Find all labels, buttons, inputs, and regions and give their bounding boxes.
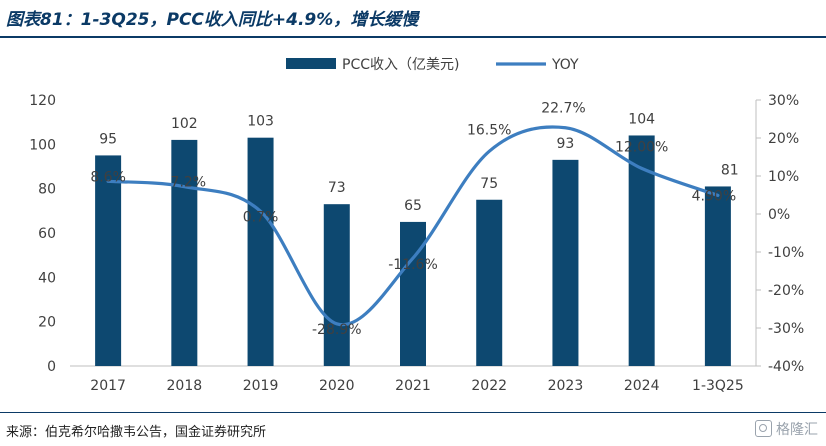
left-y-tick-label: 120 [29, 93, 56, 109]
bar-pcc-revenue [476, 199, 503, 366]
source-bar: 来源：伯克希尔哈撒韦公告，国金证券研究所 格隆汇 [0, 412, 826, 446]
legend-bar-swatch [286, 58, 336, 69]
legend-bar-label: PCC收入（亿美元) [342, 57, 459, 73]
bar-value-label: 65 [404, 198, 422, 214]
bar-pcc-revenue [704, 186, 731, 366]
yoy-value-label: 0.7% [243, 209, 279, 225]
right-y-tick-label: 0% [768, 207, 790, 223]
bar-pcc-revenue [323, 204, 350, 366]
yoy-value-label: 8.6% [90, 169, 126, 185]
yoy-line [106, 125, 720, 327]
bar-value-label: 103 [247, 114, 274, 130]
pcc-revenue-chart: 0 20 40 60 80 100 120 -40% -30% -20% -10% 0% 10% 20% 3… [29, 57, 804, 394]
bar-value-label: 73 [328, 180, 346, 196]
bar-pcc-revenue [247, 137, 274, 366]
right-y-tick-label: 20% [768, 131, 799, 147]
left-y-tick-label: 20 [38, 315, 56, 331]
left-y-tick-label: 80 [38, 182, 56, 198]
right-y-tick-label: -10% [768, 245, 804, 261]
source-note: 来源：伯克希尔哈撒韦公告，国金证券研究所 [6, 425, 267, 440]
x-tick-label: 2021 [395, 378, 431, 394]
x-tick-label: 2022 [471, 378, 507, 394]
bar-value-label: 95 [99, 131, 117, 147]
right-y-tick-label: -20% [768, 283, 804, 299]
x-tick-label: 1-3Q25 [692, 378, 744, 394]
watermark-text: 格隆汇 [776, 422, 818, 438]
bar-pcc-revenue [552, 159, 579, 366]
chart-title: 图表81：1-3Q25，PCC收入同比+4.9%，增长缓慢 [6, 10, 419, 30]
watermark: 格隆汇 [755, 419, 818, 439]
x-tick-label: 2023 [548, 378, 584, 394]
x-tick-label: 2020 [319, 378, 355, 394]
left-y-tick-label: 60 [38, 226, 56, 242]
x-tick-label: 2018 [167, 378, 203, 394]
title-bar: 图表81：1-3Q25，PCC收入同比+4.9%，增长缓慢 [0, 0, 826, 38]
chart-area: 0 20 40 60 80 100 120 -40% -30% -20% -10% 0% 10% 20% 3… [0, 40, 826, 410]
right-y-tick-label: 10% [768, 169, 799, 185]
x-tick-label: 2017 [90, 378, 126, 394]
yoy-value-label: 16.5% [467, 122, 511, 138]
left-y-tick-label: 100 [29, 137, 56, 153]
bar-pcc-revenue [628, 135, 655, 366]
bar-pcc-revenue [171, 139, 198, 366]
yoy-value-label: 4.90% [692, 188, 736, 204]
right-y-tick-label: 30% [768, 93, 799, 109]
bar-value-label: 102 [171, 116, 198, 132]
bar-value-label: 93 [557, 136, 575, 152]
left-y-tick-label: 0 [47, 359, 56, 375]
bar-value-label: 81 [721, 162, 739, 178]
yoy-value-label: 7.2% [171, 175, 207, 191]
bar-value-label: 104 [628, 111, 655, 127]
legend-line-label: YOY [551, 57, 579, 73]
yoy-value-label: 12.00% [615, 139, 668, 155]
bar-value-label: 75 [480, 176, 498, 192]
right-y-tick-label: -30% [768, 321, 804, 337]
x-tick-label: 2019 [243, 378, 279, 394]
right-y-tick-label: -40% [768, 359, 804, 375]
bar-pcc-revenue [95, 155, 122, 366]
watermark-logo-icon [755, 420, 772, 437]
yoy-value-label: -11.6% [388, 257, 438, 273]
bar-pcc-revenue [400, 221, 426, 366]
left-y-tick-label: 40 [38, 270, 56, 286]
yoy-value-label: -28.9% [312, 322, 362, 338]
x-tick-label: 2024 [624, 378, 660, 394]
yoy-value-label: 22.7% [541, 101, 585, 117]
